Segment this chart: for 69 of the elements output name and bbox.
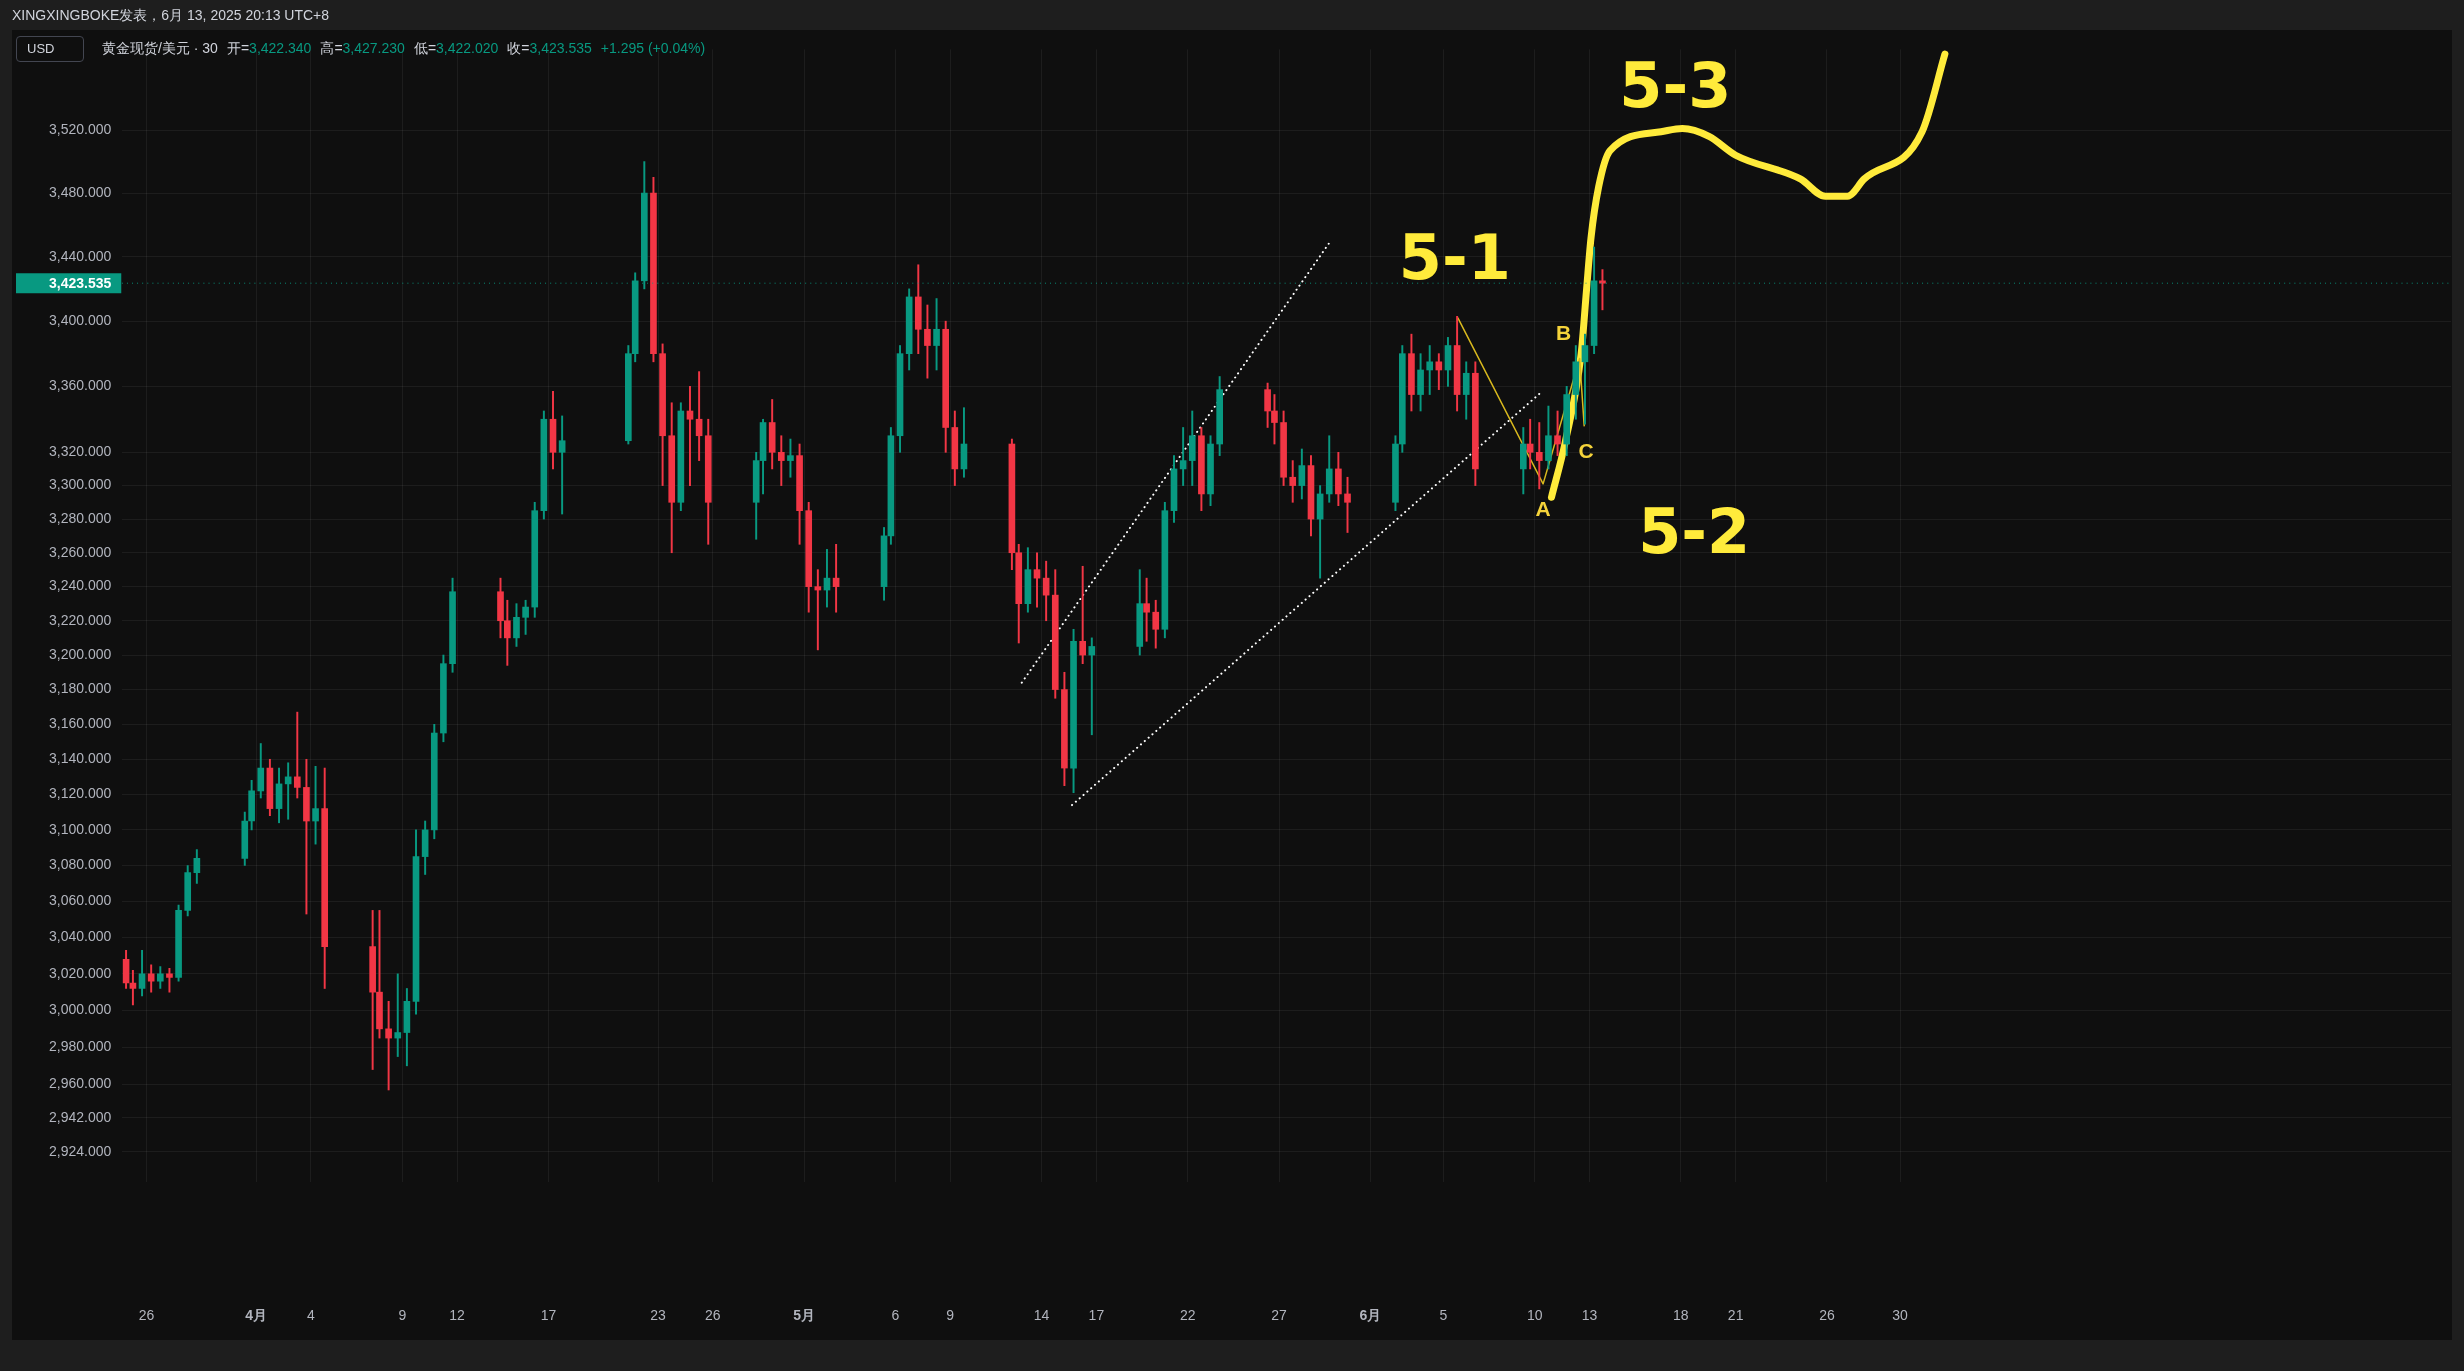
y-tick-label: 3,300.000 (48, 476, 112, 493)
y-tick-label: 3,520.000 (48, 121, 112, 138)
y-tick-label: 3,360.000 (48, 377, 112, 394)
x-tick-label: 21 (1727, 1307, 1744, 1324)
x-tick-label: 5月 (793, 1307, 816, 1324)
y-tick-label: 2,942.000 (48, 1108, 112, 1125)
x-tick-label: 18 (1673, 1307, 1689, 1324)
x-tick-label: 4月 (245, 1307, 268, 1324)
x-tick-label: 10 (1526, 1307, 1543, 1324)
annotation: 5-1 (1398, 221, 1511, 295)
y-tick-label: 3,100.000 (48, 820, 112, 837)
x-tick-label: 6月 (1359, 1307, 1382, 1324)
x-tick-label: 6 (891, 1307, 900, 1324)
y-tick-label: 3,320.000 (48, 443, 112, 460)
x-tick-label: 22 (1179, 1307, 1196, 1324)
x-tick-label: 30 (1892, 1307, 1909, 1324)
candlestick (1088, 637, 1096, 736)
x-tick-label: 26 (705, 1307, 721, 1324)
x-tick-label: 17 (1088, 1307, 1105, 1324)
y-tick-label: 2,980.000 (48, 1038, 112, 1055)
annotation: A (1535, 496, 1551, 520)
y-tick-label: 3,180.000 (48, 680, 112, 697)
annotation: 低=3,422.020 (413, 40, 499, 56)
annotation: 高=3,427.230 (320, 40, 405, 56)
candlestick (385, 1000, 392, 1091)
y-tick-label: 3,400.000 (48, 312, 112, 329)
x-tick-label: 26 (1819, 1307, 1835, 1324)
annotation: B (1556, 321, 1572, 345)
y-tick-label: 3,160.000 (48, 715, 112, 732)
annotation: 5-2 (1638, 494, 1751, 568)
x-tick-label: 12 (449, 1307, 466, 1324)
annotation: 收=3,423.535 (507, 40, 592, 56)
y-axis-title: USD (16, 36, 84, 62)
x-tick-label: 14 (1033, 1307, 1050, 1324)
y-tick-label: 3,220.000 (48, 611, 112, 628)
y-tick-label: 2,924.000 (48, 1142, 112, 1159)
annotation: C (1578, 438, 1594, 462)
y-tick-label: 3,440.000 (48, 247, 112, 264)
annotation: 5-3 (1619, 48, 1732, 122)
chart-subtitle: 黄金现货/美元 · 30 (102, 40, 218, 56)
candlestick (394, 973, 402, 1057)
x-tick-label: 26 (138, 1307, 155, 1324)
x-tick-label: 17 (540, 1307, 557, 1324)
y-tick-label: 2,960.000 (48, 1075, 112, 1092)
x-tick-label: 9 (398, 1307, 407, 1324)
y-tick-label: 3,140.000 (48, 750, 112, 767)
x-tick-label: 9 (946, 1307, 955, 1324)
y-tick-label: 3,260.000 (48, 543, 112, 560)
y-tick-label: 3,480.000 (48, 183, 112, 200)
y-tick-label: 3,040.000 (48, 928, 112, 945)
candlestick (1599, 269, 1606, 311)
x-tick-label: 5 (1439, 1307, 1448, 1324)
x-tick-label: 13 (1581, 1307, 1598, 1324)
candlestick (686, 386, 694, 486)
y-tick-label: 3,020.000 (48, 964, 112, 981)
chart-title: XINGXINGBOKE发表，6月 13, 2025 20:13 UTC+8 (12, 7, 330, 25)
y-tick-label: 3,000.000 (48, 1001, 112, 1018)
x-tick-label: 27 (1271, 1307, 1288, 1324)
y-tick-label: 3,120.000 (48, 785, 112, 802)
annotation: 开=3,422.340 (226, 40, 312, 56)
y-tick-label: 3,060.000 (48, 892, 112, 909)
x-tick-label: 23 (650, 1307, 667, 1324)
x-tick-label: 4 (307, 1307, 316, 1324)
y-tick-label: 3,240.000 (48, 577, 112, 594)
ref-line-label: 3,423.535 (48, 275, 112, 292)
y-tick-label: 3,200.000 (48, 645, 112, 662)
annotation: +1.295 (+0.04%) (600, 40, 706, 56)
y-tick-label: 3,080.000 (48, 856, 112, 873)
y-tick-label: 3,280.000 (48, 509, 112, 526)
